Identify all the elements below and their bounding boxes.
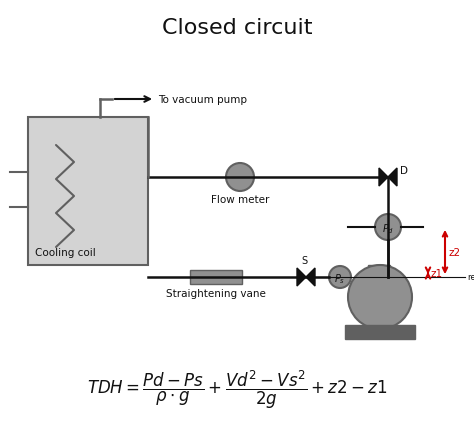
Bar bbox=[190, 270, 242, 284]
Text: z1: z1 bbox=[431, 268, 443, 279]
Bar bbox=[28, 118, 148, 265]
Circle shape bbox=[329, 266, 351, 288]
Text: Cooling coil: Cooling coil bbox=[35, 247, 96, 258]
Text: Straightening vane: Straightening vane bbox=[166, 288, 266, 298]
Circle shape bbox=[226, 164, 254, 191]
Polygon shape bbox=[388, 169, 397, 187]
Bar bbox=[345, 325, 415, 339]
Polygon shape bbox=[297, 268, 306, 286]
Text: To vacuum pump: To vacuum pump bbox=[158, 95, 247, 105]
Bar bbox=[368, 265, 390, 279]
Text: D: D bbox=[400, 166, 408, 176]
Circle shape bbox=[348, 265, 412, 329]
Polygon shape bbox=[379, 169, 388, 187]
Text: $P_s$: $P_s$ bbox=[334, 272, 346, 285]
Text: z2: z2 bbox=[449, 247, 461, 258]
Text: $TDH = \dfrac{Pd - Ps}{\rho \cdot g} + \dfrac{Vd^2 - Vs^2}{2g} + z2 - z1$: $TDH = \dfrac{Pd - Ps}{\rho \cdot g} + \… bbox=[87, 368, 387, 410]
Text: $P_d$: $P_d$ bbox=[382, 222, 394, 235]
Text: Flow meter: Flow meter bbox=[211, 194, 269, 205]
Text: Closed circuit: Closed circuit bbox=[162, 18, 312, 38]
Polygon shape bbox=[306, 268, 315, 286]
Text: S: S bbox=[301, 255, 307, 265]
Circle shape bbox=[375, 215, 401, 240]
Text: ref: ref bbox=[467, 273, 474, 282]
